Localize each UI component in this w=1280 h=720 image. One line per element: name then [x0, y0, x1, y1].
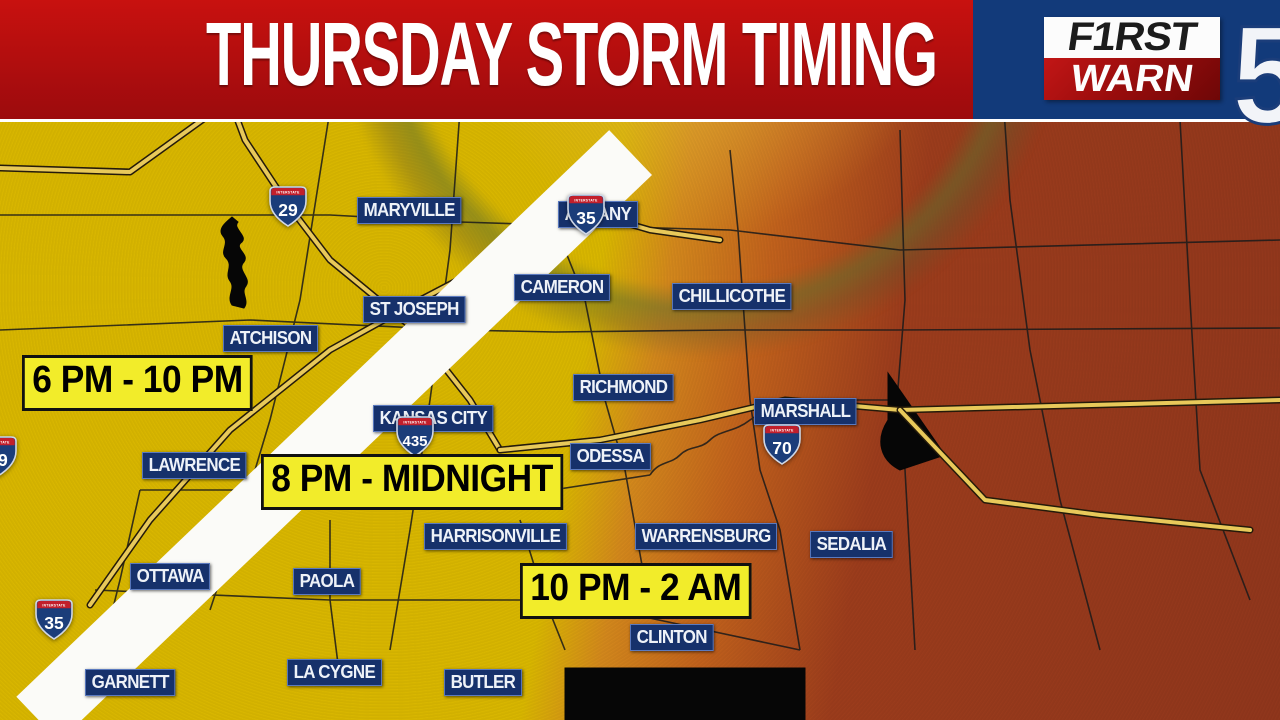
svg-text:INTERSTATE: INTERSTATE: [770, 428, 794, 432]
svg-text:INTERSTATE: INTERSTATE: [403, 420, 427, 424]
svg-text:INTERSTATE: INTERSTATE: [42, 603, 66, 607]
svg-text:35: 35: [576, 208, 596, 228]
svg-text:435: 435: [402, 433, 427, 450]
svg-text:70: 70: [772, 438, 792, 458]
svg-text:INTERSTATE: INTERSTATE: [0, 440, 10, 444]
svg-text:29: 29: [0, 450, 8, 470]
svg-text:INTERSTATE: INTERSTATE: [276, 190, 300, 194]
svg-text:35: 35: [44, 613, 64, 633]
svg-text:INTERSTATE: INTERSTATE: [574, 198, 598, 202]
svg-text:29: 29: [278, 200, 298, 220]
